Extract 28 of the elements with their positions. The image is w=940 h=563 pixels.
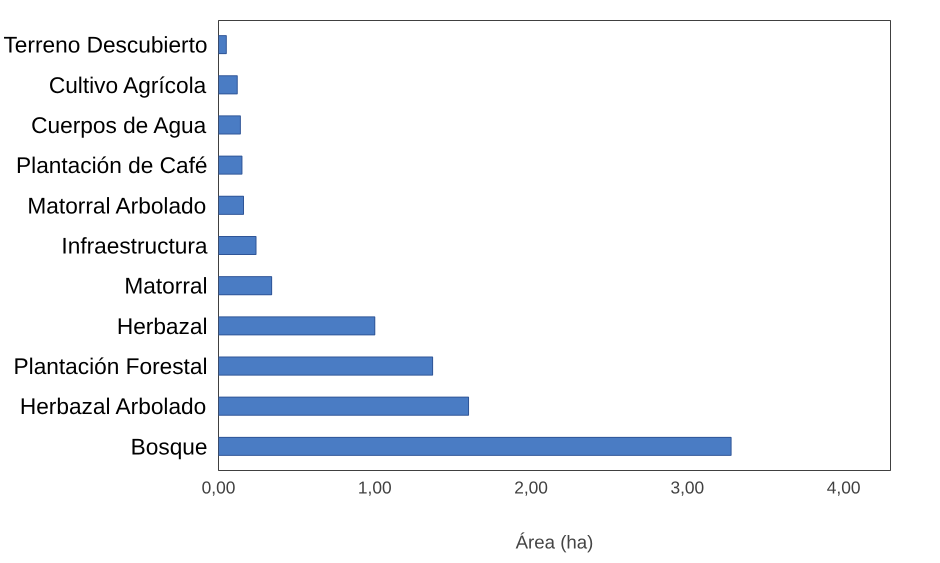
x-tick-label: 4,00 [826,478,860,498]
y-tick-label: Herbazal [116,312,208,339]
y-tick-label: Infraestructura [61,232,208,258]
bar [218,316,376,336]
bar [218,35,227,54]
bar [218,276,272,296]
y-tick-label: Matorral [124,272,208,299]
bar [218,115,241,135]
bar [218,196,244,215]
x-tick-label: 1,00 [358,478,392,498]
x-tick-label: 2,00 [514,478,548,498]
bar [218,356,434,376]
y-tick-label: Cuerpos de Agua [31,112,207,138]
x-tick-label: 0,00 [202,478,236,498]
bar [218,236,257,256]
bar [218,156,242,175]
y-tick-label: Cultivo Agrícola [48,72,207,98]
bar [218,436,732,456]
x-axis-title: Área (ha) [516,532,594,552]
y-tick-label: Herbazal Arbolado [20,393,206,420]
bar [218,75,238,94]
y-tick-label: Plantación de Café [16,152,208,178]
y-tick-label: Bosque [130,433,208,460]
bar [218,396,470,416]
x-tick-label: 3,00 [670,478,704,498]
y-tick-label: Terreno Descubierto [3,32,208,58]
y-tick-label: Matorral Arbolado [27,192,206,218]
y-tick-label: Plantación Forestal [14,353,208,380]
